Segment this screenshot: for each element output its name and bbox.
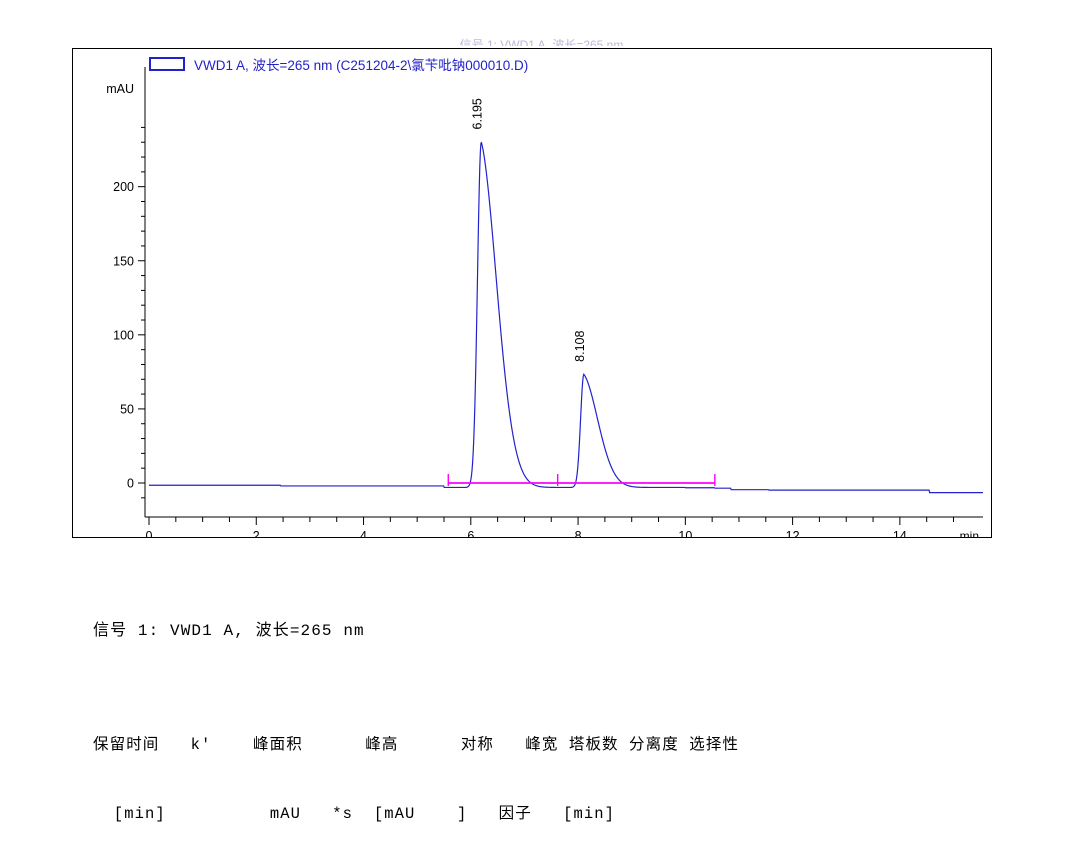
svg-text:6.195: 6.195	[470, 98, 484, 129]
svg-text:mAU: mAU	[106, 82, 134, 96]
chart-legend: VWD1 A, 波长=265 nm (C251204-2\氯苄吡钠000010.…	[149, 54, 528, 74]
report-header-row-1: 保留时间 k' 峰面积 峰高 对称 峰宽 塔板数 分离度 选择性	[93, 736, 740, 754]
svg-text:0: 0	[127, 477, 134, 491]
svg-text:6: 6	[467, 529, 474, 537]
chromatogram-plot: 0 50 100 150 200 mAU 0 2 4 6 8 10 12 14 min 6.195 8.108 …	[72, 48, 992, 538]
svg-text:50: 50	[120, 402, 134, 416]
legend-swatch-icon	[149, 57, 185, 71]
svg-text:14: 14	[893, 529, 907, 537]
svg-text:10: 10	[678, 529, 692, 537]
svg-text:4: 4	[360, 529, 367, 537]
svg-text:8.108: 8.108	[573, 330, 587, 361]
chromatogram-svg: 0 50 100 150 200 mAU 0 2 4 6 8 10 12 14 min 6.195 8.108	[106, 67, 983, 537]
report-header-row-2: [min] mAU *s [mAU ] 因子 [min]	[93, 805, 616, 823]
svg-text:min: min	[960, 529, 979, 537]
svg-text:12: 12	[786, 529, 800, 537]
svg-text:200: 200	[113, 180, 134, 194]
svg-text:100: 100	[113, 328, 134, 342]
peak-report-table: 保留时间 k' 峰面积 峰高 对称 峰宽 塔板数 分离度 选择性 [min] m…	[93, 688, 873, 856]
signal-description: 信号 1: VWD1 A, 波长=265 nm	[93, 622, 365, 640]
svg-text:2: 2	[253, 529, 260, 537]
svg-text:0: 0	[146, 529, 153, 537]
legend-label: VWD1 A, 波长=265 nm (C251204-2\氯苄吡钠000010.…	[194, 58, 529, 73]
svg-text:8: 8	[575, 529, 582, 537]
clipped-header-text: 信号 1: VWD1 A, 波长=265 nm	[459, 38, 624, 46]
svg-text:150: 150	[113, 254, 134, 268]
